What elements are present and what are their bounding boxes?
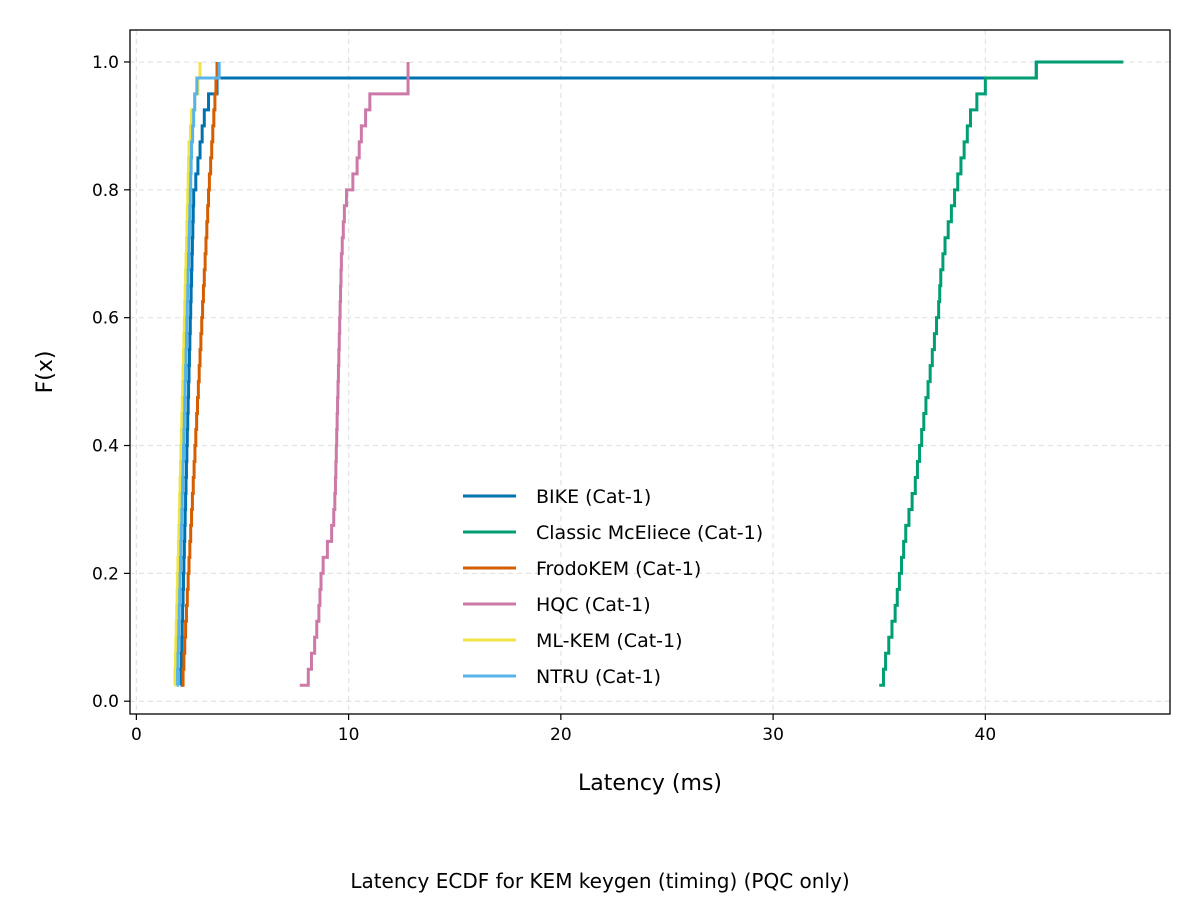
grid-lines <box>130 30 1170 714</box>
axis-ticks: 0 10 20 30 40 0.0 0.2 0.4 0.6 0.8 1.0 <box>92 53 996 745</box>
y-tick-label: 0.2 <box>92 564 119 584</box>
legend: BIKE (Cat-1) Classic McEliece (Cat-1) Frod… <box>463 486 763 688</box>
series-line-1 <box>879 60 1124 687</box>
series-line-5 <box>176 61 221 687</box>
series-line-4 <box>173 61 202 687</box>
x-tick-label: 40 <box>975 725 997 745</box>
legend-label: ML-KEM (Cat-1) <box>536 630 683 652</box>
legend-label: Classic McEliece (Cat-1) <box>536 522 763 544</box>
y-tick-label: 0.4 <box>92 437 119 457</box>
y-tick-label: 0.6 <box>92 309 119 329</box>
chart-caption: Latency ECDF for KEM keygen (timing) (PQ… <box>350 869 849 893</box>
plot-frame <box>129 29 1171 715</box>
x-axis-label: Latency (ms) <box>578 771 722 796</box>
x-tick-label: 0 <box>131 725 142 745</box>
series-line-2 <box>181 61 219 687</box>
x-tick-label: 20 <box>550 725 572 745</box>
series-lines <box>173 60 1124 687</box>
legend-label: NTRU (Cat-1) <box>536 666 661 688</box>
y-tick-label: 0.0 <box>92 692 119 712</box>
y-tick-label: 0.8 <box>92 181 119 201</box>
legend-label: FrodoKEM (Cat-1) <box>536 558 701 580</box>
y-axis-label: F(x) <box>33 351 58 394</box>
legend-label: BIKE (Cat-1) <box>536 486 651 508</box>
y-tick-label: 1.0 <box>92 53 119 73</box>
x-tick-label: 10 <box>338 725 360 745</box>
x-tick-label: 30 <box>762 725 784 745</box>
legend-label: HQC (Cat-1) <box>536 594 651 616</box>
series-line-3 <box>299 61 410 687</box>
series-line-0 <box>179 61 1038 687</box>
